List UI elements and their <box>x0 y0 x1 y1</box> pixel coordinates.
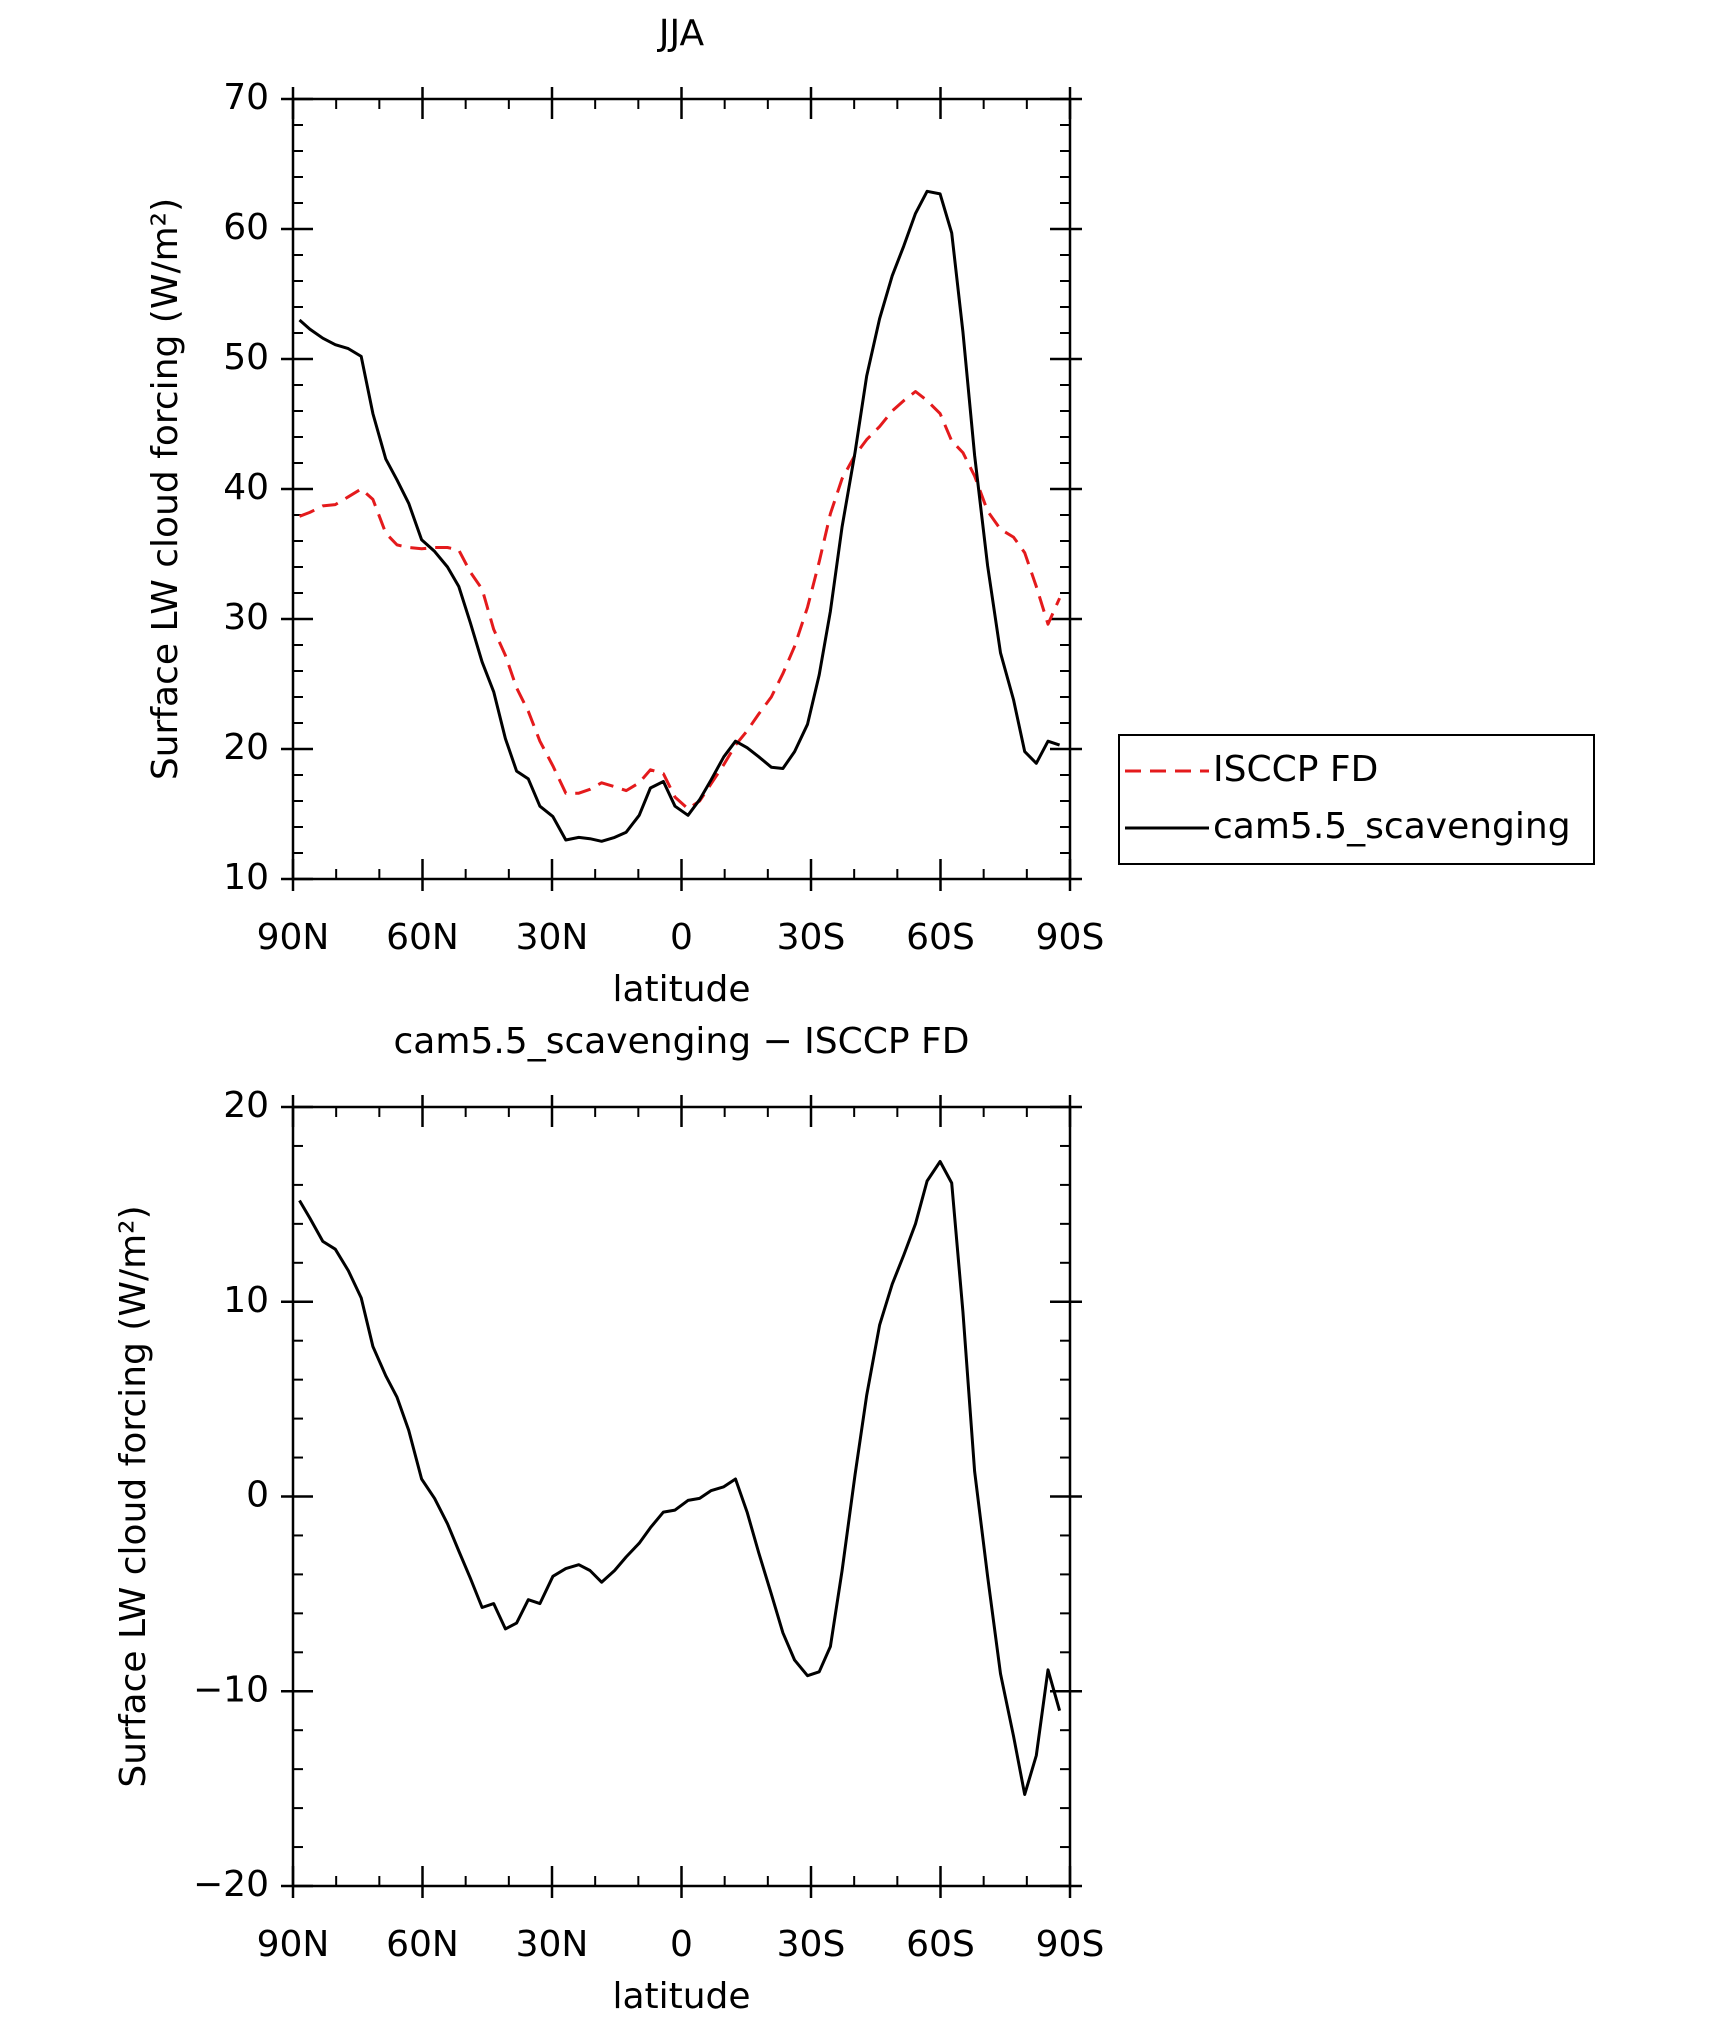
legend-box <box>1118 734 1595 865</box>
x-tick-label: 60N <box>386 1924 459 1965</box>
plot-frame <box>291 97 1072 881</box>
plot: cam5.5_scavenging − ISCCP FD latitude Surf… <box>113 1021 1104 2017</box>
y-tick-label: −20 <box>193 1864 269 1905</box>
x-tick-label: 0 <box>670 917 693 958</box>
y-tick-label: 50 <box>223 337 269 378</box>
y-tick-label: 10 <box>223 857 269 898</box>
data-line <box>298 1160 1062 1796</box>
x-axis-label: latitude <box>612 1976 750 2017</box>
x-tick-label: 90S <box>1036 1924 1105 1965</box>
x-tick-label: 60S <box>906 917 975 958</box>
y-axis-label: Surface LW cloud forcing (W/m²) <box>113 1205 154 1787</box>
y-tick-label: 30 <box>223 597 269 638</box>
x-tick-label: 30S <box>777 917 846 958</box>
x-tick-label: 60S <box>906 1924 975 1965</box>
chart-title: JJA <box>657 13 705 54</box>
legend-label: ISCCP FD <box>1213 749 1378 790</box>
plot: JJA latitude Surface LW cloud forcing (W/m… <box>145 13 1595 1010</box>
y-tick-label: 20 <box>223 727 269 768</box>
x-tick-label: 60N <box>386 917 459 958</box>
x-tick-label: 30S <box>777 1924 846 1965</box>
data-line <box>298 189 1061 843</box>
y-tick-label: 0 <box>246 1475 269 1516</box>
x-tick-label: 0 <box>670 1924 693 1965</box>
x-tick-label: 90N <box>257 917 330 958</box>
x-tick-label: 90N <box>257 1924 330 1965</box>
y-tick-label: 10 <box>223 1280 269 1321</box>
x-axis-label: latitude <box>612 969 750 1010</box>
legend-label: cam5.5_scavenging <box>1213 806 1571 847</box>
chart-title: cam5.5_scavenging − ISCCP FD <box>394 1021 970 1062</box>
x-tick-label: 90S <box>1036 917 1105 958</box>
y-tick-label: −10 <box>193 1669 269 1710</box>
legend: ISCCP FD cam5.5_scavenging <box>1118 734 1595 865</box>
data-line <box>298 390 1061 811</box>
plot-frame <box>291 1105 1072 1888</box>
y-tick-label: 70 <box>223 77 269 118</box>
x-tick-label: 30N <box>516 1924 589 1965</box>
y-tick-label: 40 <box>223 467 269 508</box>
y-axis-label: Surface LW cloud forcing (W/m²) <box>145 198 186 780</box>
y-tick-label: 20 <box>223 1085 269 1126</box>
x-tick-label: 30N <box>516 917 589 958</box>
y-tick-label: 60 <box>223 207 269 248</box>
